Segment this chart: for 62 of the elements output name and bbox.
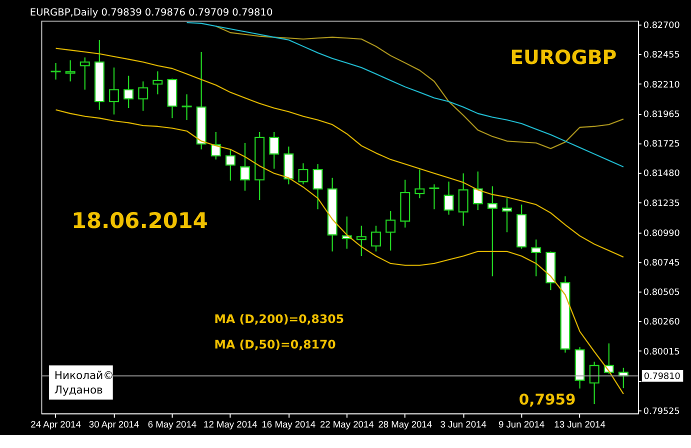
- y-tick-label: 0.81480: [643, 169, 680, 180]
- annotation: MA (D,200)=0,8305: [214, 312, 344, 326]
- x-tick-label: 6 May 2014: [148, 420, 197, 430]
- candlestick: [444, 181, 454, 216]
- candlestick: [312, 164, 323, 210]
- annotation: 0,7959: [518, 391, 576, 408]
- x-tick-label: 9 Jun 2014: [498, 420, 545, 430]
- candlestick: [458, 172, 468, 226]
- line-series: [215, 26, 624, 150]
- candlestick: [370, 225, 382, 252]
- candlestick: [429, 184, 440, 210]
- candlestick: [225, 148, 236, 182]
- candlestick: [240, 142, 250, 192]
- candlestick: [182, 94, 192, 121]
- x-tick-label: 24 Apr 2014: [30, 420, 81, 430]
- y-tick-label: 0.82700: [643, 20, 680, 31]
- annotation: Луданов: [54, 383, 103, 396]
- candlestick: [531, 238, 542, 277]
- line-series: [55, 109, 624, 395]
- candlestick: [65, 60, 76, 82]
- annotation: Николай©: [54, 368, 114, 382]
- y-tick-label: 0.80260: [643, 318, 680, 328]
- y-tick-label: 0.82210: [643, 80, 680, 90]
- ref-line-label: 0.79810: [644, 372, 681, 382]
- line-series: [186, 22, 624, 168]
- x-tick-label: 16 May 2014: [262, 420, 316, 430]
- chart-title: EURGBP,Daily 0.79839 0.79876 0.79709 0.79810: [30, 8, 273, 19]
- candlestick: [502, 198, 512, 233]
- candlestick: [152, 70, 163, 95]
- y-tick-label: 0.79525: [643, 406, 680, 417]
- y-tick-label: 0.81725: [643, 139, 680, 150]
- candlestick: [210, 131, 221, 160]
- x-tick-label: 3 Jun 2014: [440, 420, 486, 430]
- candlestick: [589, 361, 600, 405]
- candlestick: [50, 62, 61, 80]
- candlestick: [138, 80, 148, 112]
- candlestick: [269, 131, 280, 170]
- candlestick: [124, 75, 134, 109]
- x-tick-label: 13 Jun 2014: [554, 420, 606, 430]
- x-tick-label: 30 Apr 2014: [88, 420, 140, 430]
- candlestick: [386, 210, 396, 252]
- candlestick: [298, 162, 308, 185]
- annotation: 18.06.2014: [71, 208, 208, 234]
- candlestick: [108, 66, 120, 116]
- annotation: MA (D,50)=0,8170: [214, 338, 336, 352]
- x-tick-label: 12 May 2014: [204, 420, 258, 430]
- y-tick-label: 0.82455: [643, 50, 680, 61]
- y-tick-label: 0.80990: [643, 228, 680, 239]
- y-tick-label: 0.80505: [643, 288, 680, 298]
- x-tick-label: 22 May 2014: [320, 420, 374, 430]
- candlestick: [356, 225, 366, 257]
- candlestick: [487, 186, 498, 277]
- y-tick-label: 0.81235: [643, 198, 680, 209]
- candlestick: [80, 56, 90, 90]
- x-tick-label: 28 May 2014: [378, 420, 432, 430]
- candlestick: [414, 168, 425, 199]
- annotation: EUROGBP: [510, 46, 617, 69]
- y-tick-label: 0.80745: [643, 258, 680, 269]
- candlestick: [472, 170, 483, 211]
- y-tick-label: 0.80015: [643, 347, 680, 358]
- line-series: [55, 48, 624, 258]
- y-tick-label: 0.81965: [643, 110, 680, 120]
